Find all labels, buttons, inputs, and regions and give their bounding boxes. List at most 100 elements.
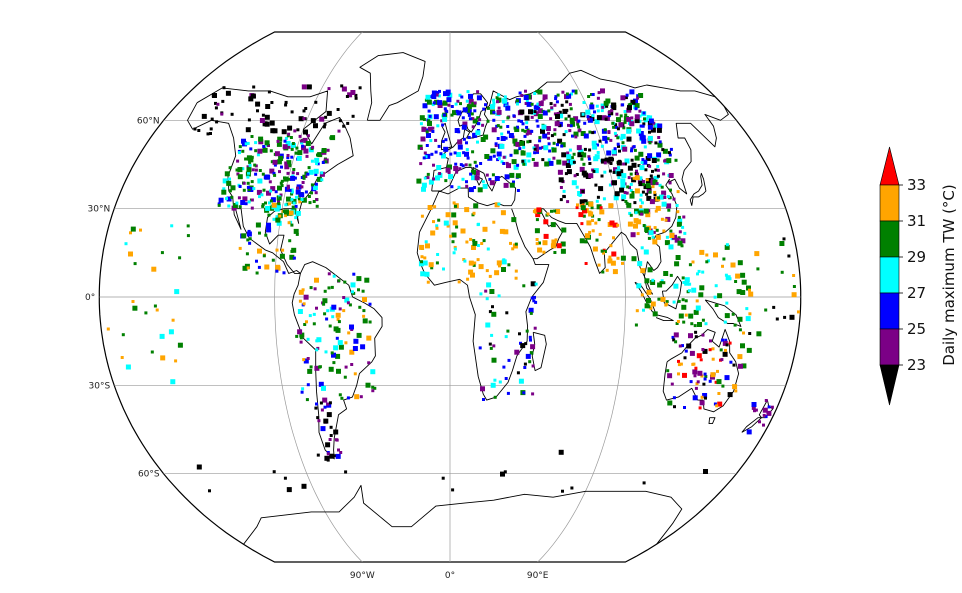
station-marker — [478, 118, 482, 122]
station-marker — [332, 361, 336, 365]
station-marker — [572, 160, 576, 164]
station-marker — [276, 141, 282, 147]
station-marker — [687, 289, 691, 293]
station-marker — [462, 258, 466, 261]
station-marker — [661, 148, 665, 152]
station-marker — [627, 165, 633, 171]
station-marker — [600, 88, 605, 94]
station-marker — [462, 151, 466, 155]
station-marker — [676, 221, 682, 227]
station-marker — [657, 123, 663, 129]
station-marker — [583, 147, 587, 151]
station-marker — [737, 354, 743, 360]
station-marker — [577, 152, 583, 158]
station-marker — [267, 144, 270, 147]
station-marker — [689, 350, 695, 356]
station-marker — [651, 278, 655, 282]
station-marker — [734, 389, 738, 393]
station-marker — [634, 188, 640, 194]
station-marker — [634, 211, 638, 215]
station-marker — [419, 115, 425, 121]
station-marker — [688, 263, 692, 267]
station-marker — [775, 317, 779, 321]
station-marker — [577, 191, 583, 196]
station-marker — [529, 311, 533, 315]
station-marker — [713, 402, 717, 406]
station-marker — [258, 136, 264, 142]
station-marker — [316, 416, 320, 420]
station-marker — [638, 181, 644, 187]
station-marker — [306, 134, 310, 138]
station-marker — [587, 157, 591, 161]
station-marker — [193, 127, 197, 131]
station-marker — [535, 218, 539, 222]
station-marker — [682, 372, 687, 378]
station-marker — [609, 244, 613, 248]
station-marker — [626, 136, 632, 142]
station-marker — [308, 169, 314, 175]
station-marker — [309, 365, 313, 369]
station-marker — [636, 94, 640, 98]
station-marker — [789, 314, 795, 320]
station-marker — [565, 163, 571, 168]
station-marker — [331, 304, 337, 310]
station-marker — [499, 125, 503, 129]
station-marker — [732, 384, 738, 390]
station-marker — [570, 486, 574, 490]
station-marker — [507, 358, 511, 362]
station-marker — [635, 309, 639, 313]
station-marker — [726, 245, 730, 249]
station-marker — [633, 98, 638, 104]
station-marker — [638, 93, 644, 98]
station-marker — [592, 144, 598, 150]
station-marker — [468, 260, 474, 266]
station-marker — [217, 203, 221, 207]
station-marker — [364, 277, 370, 283]
station-marker — [201, 113, 207, 119]
station-marker — [526, 140, 530, 144]
station-marker — [701, 333, 705, 337]
station-marker — [457, 280, 461, 284]
station-marker — [528, 109, 533, 115]
station-marker — [496, 260, 502, 266]
station-marker — [668, 181, 672, 185]
station-marker — [483, 134, 489, 140]
station-marker — [531, 158, 535, 161]
station-marker — [618, 149, 621, 153]
station-marker — [584, 233, 590, 239]
station-marker — [424, 98, 428, 102]
station-marker — [472, 211, 476, 215]
station-marker — [362, 318, 368, 324]
station-marker — [457, 144, 463, 150]
station-marker — [303, 323, 307, 326]
station-marker — [617, 176, 621, 180]
station-marker — [659, 281, 663, 285]
station-marker — [442, 100, 446, 104]
station-marker — [295, 232, 299, 236]
station-marker — [562, 108, 568, 114]
station-marker — [636, 232, 640, 236]
station-marker — [533, 111, 539, 117]
station-marker — [238, 246, 242, 250]
station-marker — [615, 112, 619, 116]
station-marker — [626, 107, 632, 113]
station-marker — [642, 182, 646, 186]
station-marker — [492, 344, 496, 348]
station-marker — [247, 188, 251, 192]
station-marker — [639, 124, 643, 128]
station-marker — [652, 311, 658, 317]
station-marker — [468, 98, 474, 104]
station-marker — [106, 327, 110, 331]
station-marker — [280, 179, 284, 183]
station-marker — [629, 172, 633, 176]
station-marker — [316, 337, 322, 343]
station-marker — [648, 130, 651, 134]
station-marker — [610, 109, 614, 113]
station-marker — [298, 116, 304, 122]
station-marker — [603, 128, 607, 132]
station-marker — [465, 180, 468, 184]
station-marker — [247, 118, 251, 122]
station-marker — [751, 406, 755, 410]
station-marker — [489, 346, 493, 350]
